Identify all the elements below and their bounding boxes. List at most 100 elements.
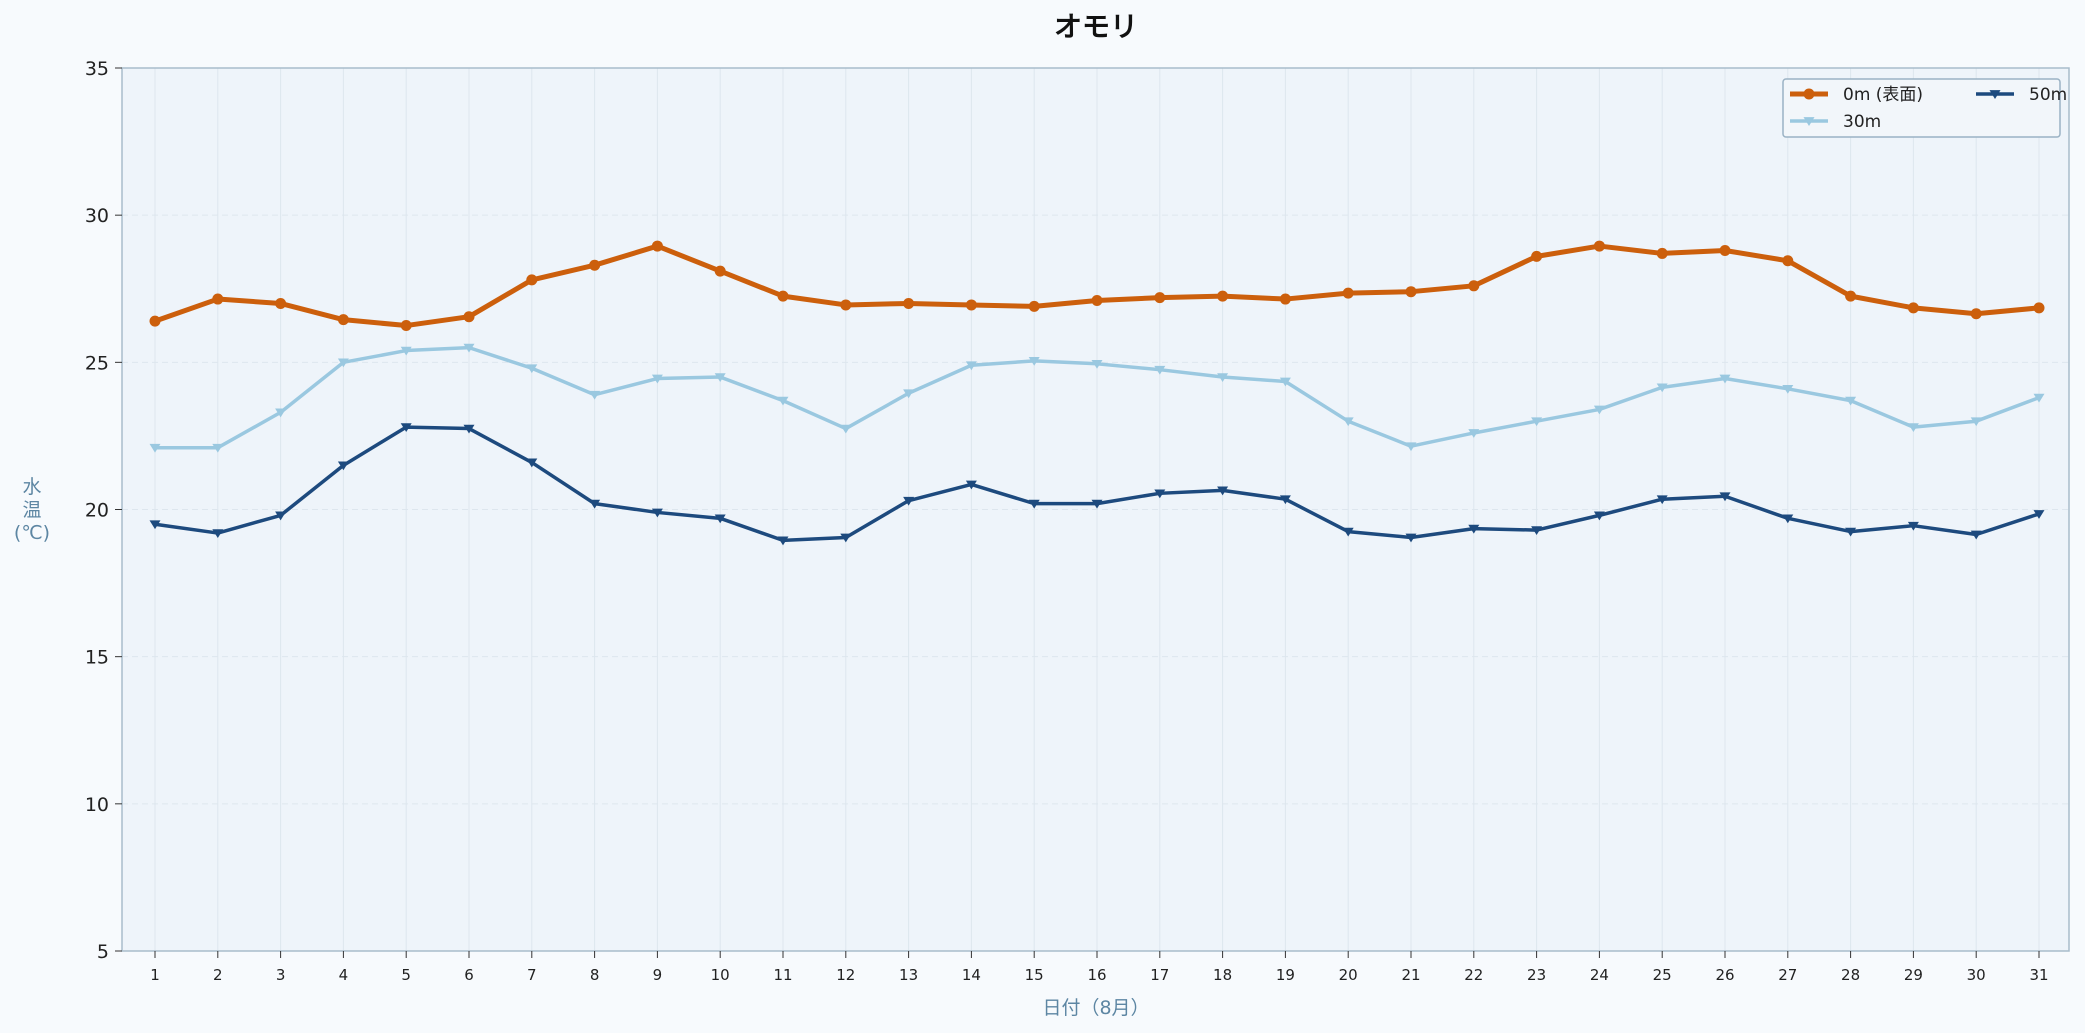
x-tick-label: 4 xyxy=(339,966,349,984)
data-point xyxy=(1342,287,1354,299)
y-tick-label: 30 xyxy=(85,205,109,227)
y-tick-label: 15 xyxy=(85,647,109,669)
data-point xyxy=(275,297,287,309)
data-point xyxy=(1468,280,1480,292)
legend-label: 50m xyxy=(2029,85,2067,105)
x-tick-label: 28 xyxy=(1841,966,1860,984)
data-point xyxy=(1593,240,1605,252)
data-point xyxy=(149,520,161,530)
x-tick-label: 5 xyxy=(401,966,411,984)
data-point xyxy=(463,311,475,323)
x-tick-label: 17 xyxy=(1150,966,1169,984)
data-point xyxy=(965,361,977,371)
x-tick-label: 21 xyxy=(1401,966,1420,984)
x-tick-label: 14 xyxy=(962,966,981,984)
data-point xyxy=(1028,357,1040,366)
legend: 0m (表面) 30m 50m xyxy=(1782,78,2067,138)
x-axis-label: 日付（8月） xyxy=(1042,997,1149,1019)
y-axis-label: 水温(℃) xyxy=(14,476,50,544)
x-tick-label: 1 xyxy=(150,966,160,984)
data-point xyxy=(2033,510,2045,519)
data-point xyxy=(400,423,412,433)
data-point xyxy=(1989,90,2001,99)
data-point xyxy=(1154,489,1166,499)
y-axis-label-part: (℃) xyxy=(14,522,50,544)
data-point xyxy=(1531,526,1543,536)
x-tick-label: 6 xyxy=(464,966,474,984)
data-point xyxy=(714,265,726,277)
data-point xyxy=(337,314,349,326)
data-point xyxy=(965,299,977,311)
data-point xyxy=(1593,405,1605,415)
y-axis-label-part: 水 xyxy=(22,476,41,498)
data-point xyxy=(1217,290,1229,302)
data-point xyxy=(903,496,915,506)
data-point xyxy=(1907,521,1919,531)
x-tick-label: 19 xyxy=(1276,966,1295,984)
chart-title: オモリ xyxy=(1054,10,1138,43)
data-point xyxy=(1803,117,1815,126)
data-point xyxy=(840,533,852,543)
data-point xyxy=(337,461,349,471)
data-point xyxy=(212,443,224,453)
data-point xyxy=(1217,373,1229,382)
data-point xyxy=(1091,295,1103,307)
data-point xyxy=(1782,255,1794,267)
data-point xyxy=(777,290,789,302)
data-point xyxy=(1405,533,1417,543)
x-tick-label: 9 xyxy=(653,966,663,984)
data-point xyxy=(1028,300,1040,312)
y-tick-label: 25 xyxy=(85,352,109,374)
data-point xyxy=(589,390,601,400)
y-tick-label: 20 xyxy=(85,500,109,522)
data-point xyxy=(1719,374,1731,384)
legend-label: 0m (表面) xyxy=(1843,85,1923,105)
data-point xyxy=(1970,530,1982,540)
data-point xyxy=(777,536,789,546)
legend-entry-3: 50m xyxy=(1976,85,2067,105)
x-tick-label: 22 xyxy=(1464,966,1483,984)
data-point xyxy=(903,389,915,399)
y-axis-label-part: 温 xyxy=(22,499,41,521)
y-tick-label: 10 xyxy=(85,794,109,816)
legend-entry-1: 0m (表面) xyxy=(1790,85,1923,105)
x-tick-label: 20 xyxy=(1339,966,1358,984)
data-point xyxy=(1468,524,1480,534)
data-point xyxy=(1656,383,1668,393)
data-point xyxy=(840,299,852,311)
data-point xyxy=(1782,384,1794,394)
x-tick-label: 2 xyxy=(213,966,223,984)
x-tick-label: 23 xyxy=(1527,966,1546,984)
data-point xyxy=(526,274,538,286)
data-point xyxy=(1279,293,1291,305)
data-point xyxy=(2033,302,2045,314)
x-tick-label: 11 xyxy=(773,966,792,984)
data-point xyxy=(589,259,601,271)
data-point xyxy=(212,529,224,538)
data-point xyxy=(651,240,663,252)
data-point xyxy=(1719,244,1731,256)
x-tick-label: 12 xyxy=(836,966,855,984)
data-point xyxy=(1217,486,1229,496)
data-point xyxy=(400,346,412,356)
data-point xyxy=(2033,393,2045,403)
data-point xyxy=(1907,302,1919,314)
data-point xyxy=(526,364,538,374)
data-point xyxy=(903,297,915,309)
data-point xyxy=(714,514,726,524)
x-tick-label: 30 xyxy=(1967,966,1986,984)
x-tick-label: 8 xyxy=(590,966,600,984)
x-tick-label: 31 xyxy=(2029,966,2048,984)
data-point xyxy=(1719,492,1731,502)
data-point xyxy=(651,374,663,384)
data-point xyxy=(1656,495,1668,505)
legend-entry-2: 30m xyxy=(1790,112,1881,132)
data-point xyxy=(714,373,726,382)
data-point xyxy=(149,443,161,453)
x-tick-label: 3 xyxy=(276,966,286,984)
data-point xyxy=(149,315,161,327)
axes: 1 2 3 4 5 6 7 8 9 10 11 12 13 14 15 16 17 18 19 20 21 22 23 24 2… xyxy=(85,58,2049,984)
data-point xyxy=(1279,495,1291,505)
data-point xyxy=(463,343,475,353)
series-3 xyxy=(149,423,2045,546)
